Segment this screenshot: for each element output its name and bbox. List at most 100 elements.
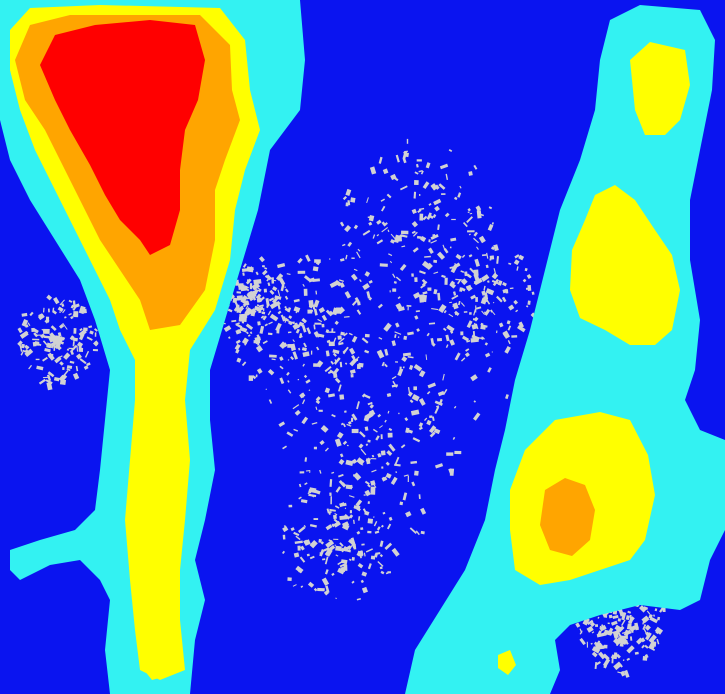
urban-speckle xyxy=(268,399,273,404)
urban-speckle xyxy=(257,307,262,314)
urban-speckle xyxy=(641,644,645,649)
urban-speckle xyxy=(78,333,85,341)
urban-speckle xyxy=(223,325,232,333)
urban-speckle xyxy=(594,662,598,670)
urban-speckle xyxy=(434,463,444,469)
urban-speckle xyxy=(366,197,369,204)
urban-speckle xyxy=(254,340,258,345)
urban-speckle xyxy=(508,304,515,311)
urban-speckle xyxy=(268,297,275,302)
urban-speckle xyxy=(375,552,381,555)
urban-speckle xyxy=(347,200,351,206)
urban-speckle xyxy=(325,524,333,531)
urban-speckle xyxy=(645,631,650,637)
urban-speckle xyxy=(382,168,389,175)
urban-speckle xyxy=(59,323,65,329)
urban-speckle xyxy=(353,519,355,524)
urban-speckle xyxy=(334,320,339,325)
urban-speckle xyxy=(68,299,73,303)
urban-speckle xyxy=(338,279,344,282)
urban-speckle xyxy=(395,154,400,163)
urban-speckle xyxy=(286,431,294,437)
urban-speckle xyxy=(652,641,657,647)
urban-speckle xyxy=(415,310,420,313)
urban-speckle xyxy=(338,473,344,478)
urban-speckle xyxy=(475,205,482,212)
urban-speckle xyxy=(484,342,489,346)
urban-speckle xyxy=(292,339,295,343)
urban-speckle xyxy=(460,331,464,336)
urban-speckle xyxy=(424,417,428,421)
urban-speckle xyxy=(579,637,586,646)
urban-speckle xyxy=(428,425,437,434)
urban-speckle xyxy=(20,351,24,356)
urban-speckle xyxy=(94,340,99,345)
urban-speckle xyxy=(325,585,330,594)
urban-speckle xyxy=(261,269,268,276)
urban-speckle xyxy=(324,548,333,557)
urban-speckle xyxy=(371,454,375,458)
urban-speckle xyxy=(380,450,386,456)
urban-speckle xyxy=(305,470,311,472)
urban-speckle xyxy=(490,309,496,316)
urban-speckle xyxy=(287,359,290,361)
urban-speckle xyxy=(638,605,647,613)
urban-speckle xyxy=(235,348,240,354)
urban-speckle xyxy=(324,387,331,394)
urban-speckle xyxy=(72,304,78,311)
urban-speckle xyxy=(245,323,254,331)
urban-speckle xyxy=(245,287,250,292)
urban-speckle xyxy=(412,437,421,443)
urban-speckle xyxy=(339,453,344,458)
urban-speckle xyxy=(417,209,422,213)
urban-speckle xyxy=(366,291,371,299)
urban-speckle xyxy=(359,431,366,438)
urban-speckle xyxy=(83,365,89,370)
urban-speckle xyxy=(364,426,369,431)
urban-speckle xyxy=(481,254,487,257)
urban-speckle xyxy=(443,248,449,254)
urban-speckle xyxy=(377,452,382,458)
urban-speckle xyxy=(434,400,443,406)
urban-speckle xyxy=(304,482,308,486)
urban-speckle xyxy=(575,622,581,628)
urban-speckle xyxy=(449,301,453,304)
urban-speckle xyxy=(489,258,492,261)
urban-speckle xyxy=(420,170,424,175)
urban-speckle xyxy=(392,288,397,292)
urban-speckle xyxy=(235,323,243,329)
urban-speckle xyxy=(240,295,248,304)
urban-speckle xyxy=(379,566,383,570)
urban-speckle xyxy=(305,379,311,384)
urban-speckle xyxy=(399,366,402,369)
urban-speckle xyxy=(277,310,282,315)
urban-speckle xyxy=(300,499,308,504)
urban-speckle xyxy=(397,368,404,377)
urban-speckle xyxy=(69,349,74,356)
urban-speckle xyxy=(292,584,297,587)
urban-speckle xyxy=(414,171,419,175)
urban-speckle xyxy=(255,374,258,378)
urban-speckle xyxy=(48,353,55,361)
urban-speckle xyxy=(388,253,393,257)
urban-speckle xyxy=(329,508,336,512)
urban-speckle xyxy=(370,458,377,460)
urban-speckle xyxy=(297,526,306,533)
urban-speckle xyxy=(246,297,250,300)
urban-speckle xyxy=(381,476,388,482)
urban-speckle xyxy=(275,273,284,281)
urban-speckle xyxy=(320,541,324,545)
urban-speckle xyxy=(234,343,241,351)
urban-speckle xyxy=(344,291,352,299)
urban-speckle xyxy=(397,336,400,339)
urban-speckle xyxy=(333,337,337,343)
urban-speckle xyxy=(381,476,385,480)
urban-speckle xyxy=(387,229,390,233)
urban-speckle xyxy=(476,246,479,250)
urban-speckle xyxy=(381,205,386,212)
urban-speckle xyxy=(391,375,397,380)
urban-speckle xyxy=(69,335,75,341)
urban-speckle xyxy=(303,539,308,544)
urban-speckle xyxy=(449,330,454,334)
